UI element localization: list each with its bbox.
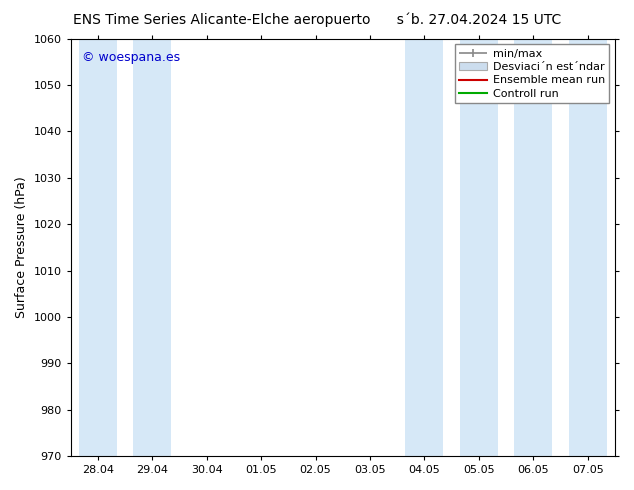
Bar — [514, 39, 552, 456]
Text: ENS Time Series Alicante-Elche aeropuerto      s´b. 27.04.2024 15 UTC: ENS Time Series Alicante-Elche aeropuert… — [73, 12, 561, 27]
Bar — [460, 39, 498, 456]
Text: © woespana.es: © woespana.es — [82, 51, 179, 64]
Bar — [133, 39, 171, 456]
Bar — [405, 39, 443, 456]
Bar — [79, 39, 117, 456]
Bar — [569, 39, 607, 456]
Legend: min/max, Desviaci´n est´ndar, Ensemble mean run, Controll run: min/max, Desviaci´n est´ndar, Ensemble m… — [455, 44, 609, 103]
Y-axis label: Surface Pressure (hPa): Surface Pressure (hPa) — [15, 176, 28, 318]
